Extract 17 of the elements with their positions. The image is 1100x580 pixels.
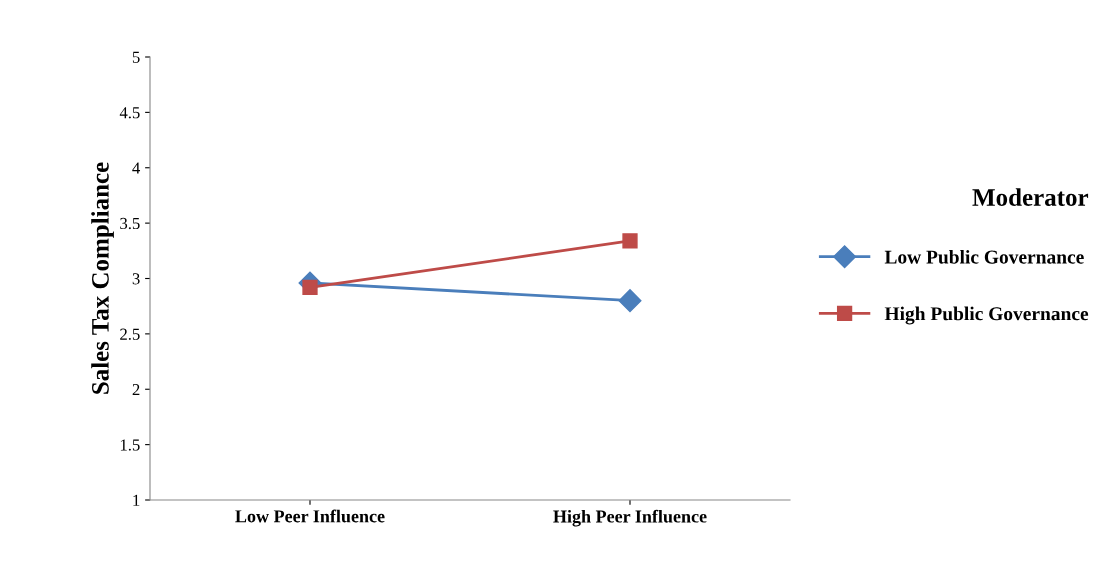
y-tick-label: 5 [132,51,140,63]
y-tick-label: 1 [133,494,140,506]
y-tick-label: 4 [132,162,141,174]
y-tick-label: 2.5 [120,328,140,340]
x-tick-label: High Peer Influence [553,509,707,527]
legend-label: High Public Governance [884,306,1089,325]
y-tick-label: 4.5 [119,107,140,119]
y-tick-label: 1.5 [120,439,140,451]
y-tick-label: 3.5 [120,217,140,230]
legend-title: Moderator [972,188,1089,206]
y-tick-label: 2 [132,384,140,396]
y-axis-title: Sales Tax Compliance [91,162,114,394]
x-tick-label: Low Peer Influence [235,509,385,523]
point [618,289,642,313]
y-tick-label: 3 [132,273,140,285]
point [622,233,638,249]
legend-label: Low Public Governance [884,249,1084,264]
